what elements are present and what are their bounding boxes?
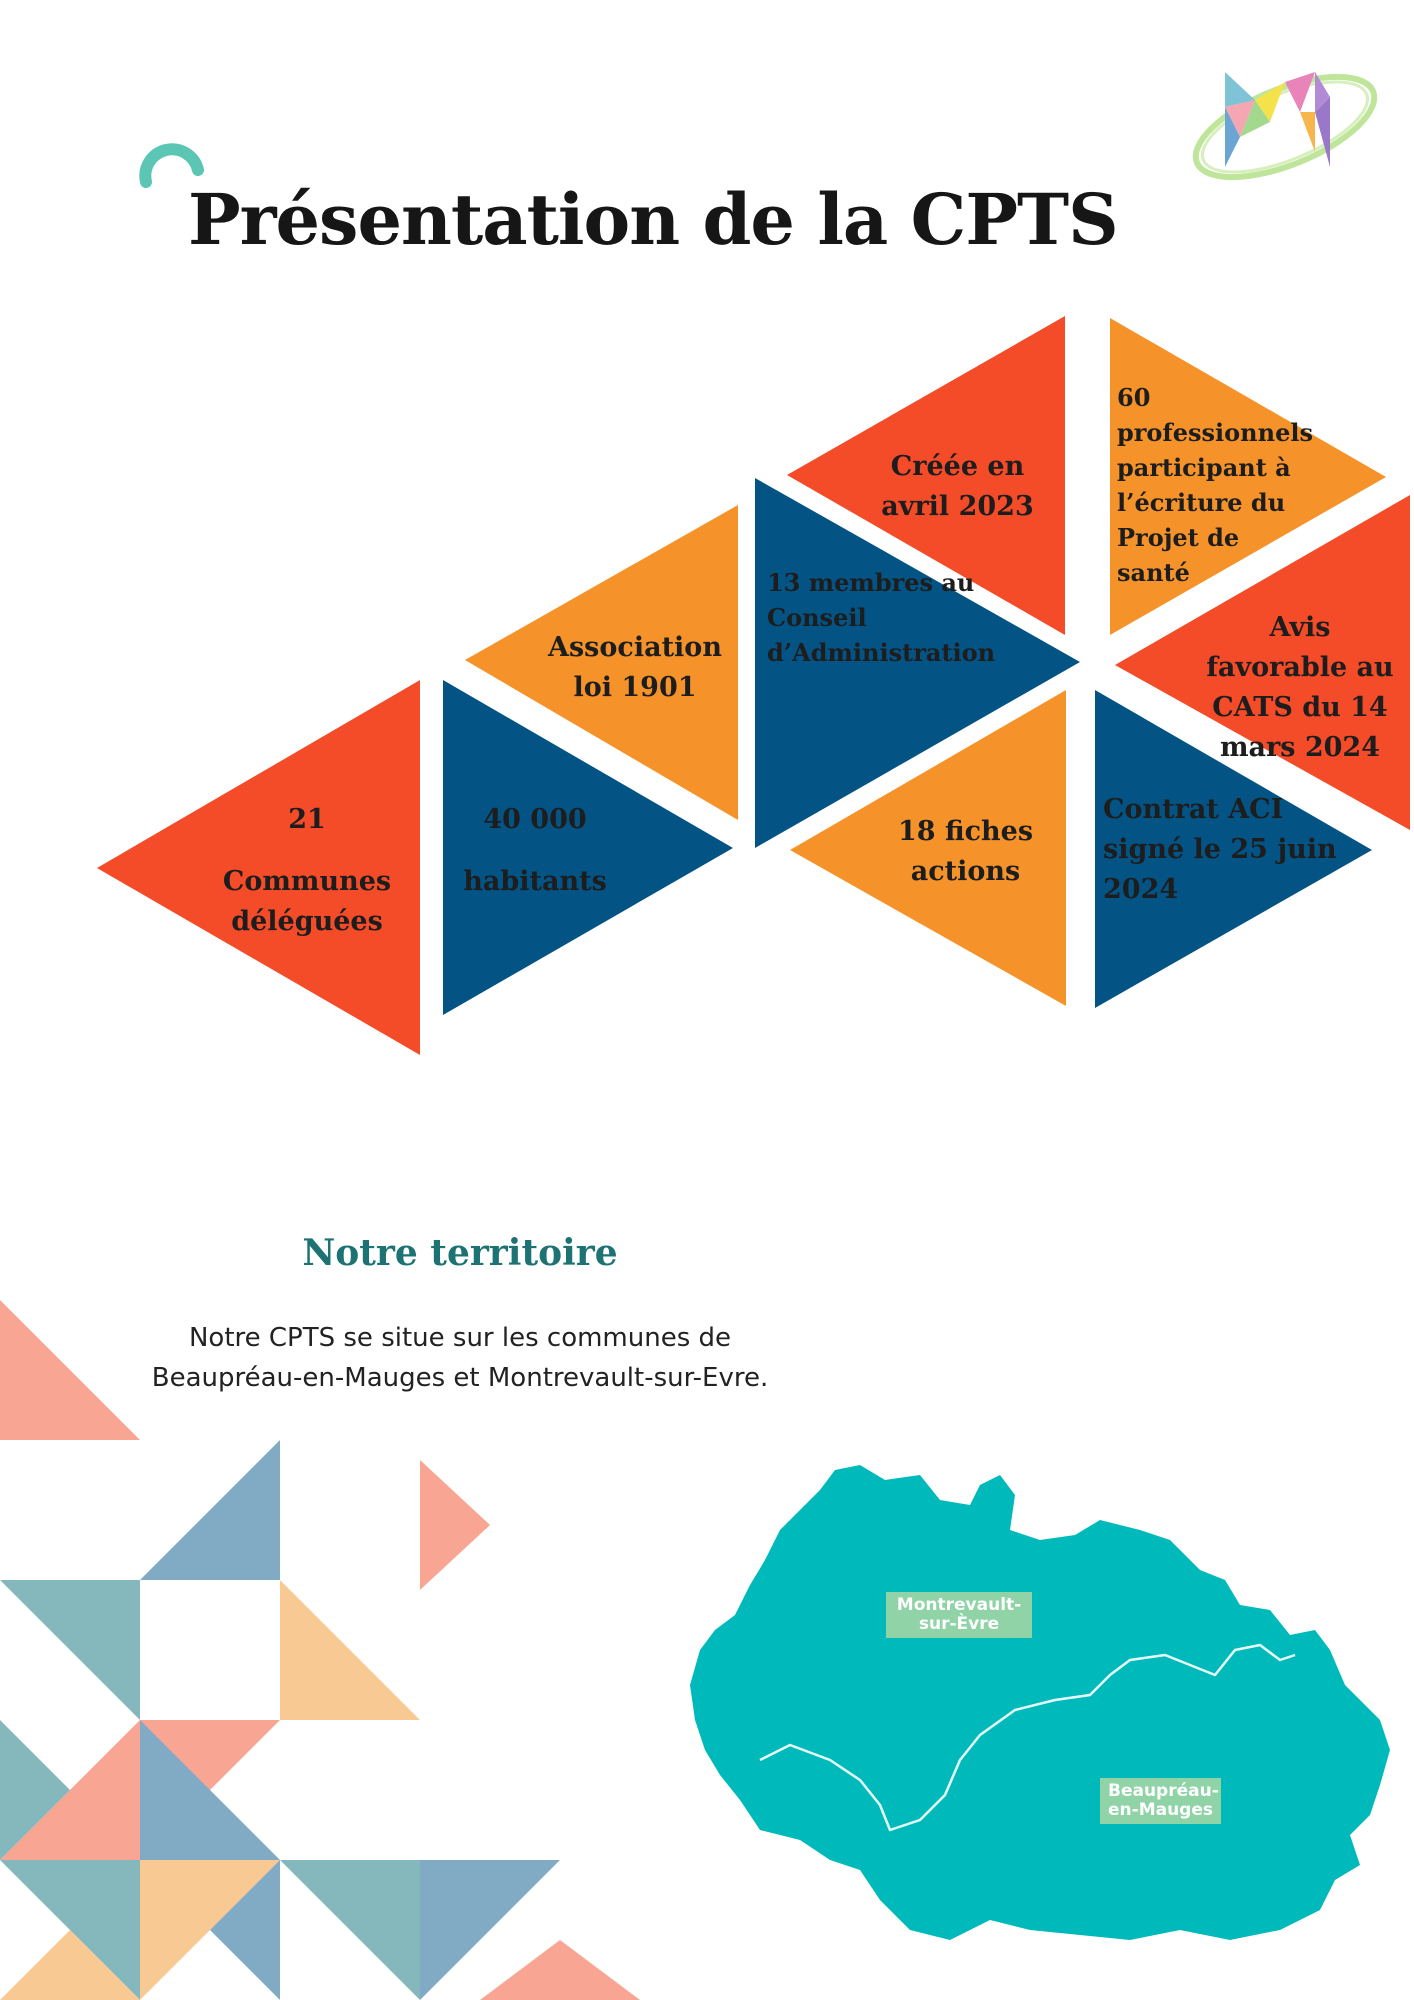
map-label-beaupreau-line2: en-Mauges: [1108, 1800, 1213, 1820]
triangle-association: [465, 505, 738, 820]
communes-number: 21: [288, 804, 326, 835]
geometric-pattern: [0, 1300, 640, 2000]
fiches-text: 18 fiches actions: [897, 816, 1034, 887]
territory-map: [690, 1465, 1390, 1940]
territory-text: Notre CPTS se situe sur les communes de …: [151, 1323, 769, 1393]
triangle-fiches: [790, 690, 1066, 1006]
map-label-montrevault-line1: Montrevault-: [896, 1595, 1022, 1615]
territory-heading: Notre territoire: [302, 1232, 618, 1274]
map-label-montrevault-line2: sur-Èvre: [918, 1614, 1000, 1634]
map-label-beaupreau-line1: Beaupréau-: [1108, 1781, 1219, 1801]
triangle-avis: [1115, 495, 1410, 830]
map-label-montrevault: Montrevault- sur-Èvre: [886, 1592, 1032, 1638]
contrat-text: Contrat ACI signé le 25 juin 2024: [1103, 794, 1337, 905]
triangle-membres: [755, 478, 1080, 848]
communes-label: Communes déléguées: [222, 866, 392, 937]
professionnels-text: 60 professionnels participant à l’écritu…: [1117, 383, 1313, 587]
membres-text: 13 membres au Conseil d’Administration: [767, 568, 996, 667]
triangle-infographic: [97, 316, 1410, 1055]
creee-text: Créée en avril 2023: [881, 451, 1034, 522]
page-title: Présentation de la CPTS: [188, 178, 1119, 261]
triangle-communes: [97, 680, 420, 1055]
habitants-number: 40 000: [483, 804, 587, 835]
triangle-habitants: [443, 680, 733, 1015]
triangle-contrat: [1095, 690, 1372, 1008]
association-text: Association loi 1901: [548, 632, 722, 703]
logo-icon: [1192, 72, 1378, 181]
triangle-creee: [787, 316, 1065, 635]
map-label-beaupreau: Beaupréau- en-Mauges: [1100, 1778, 1221, 1824]
triangle-professionnels: [1110, 318, 1386, 635]
ring-icon: [139, 143, 204, 188]
habitants-label: habitants: [463, 866, 607, 897]
avis-text: Avis favorable au CATS du 14 mars 2024: [1206, 612, 1394, 763]
